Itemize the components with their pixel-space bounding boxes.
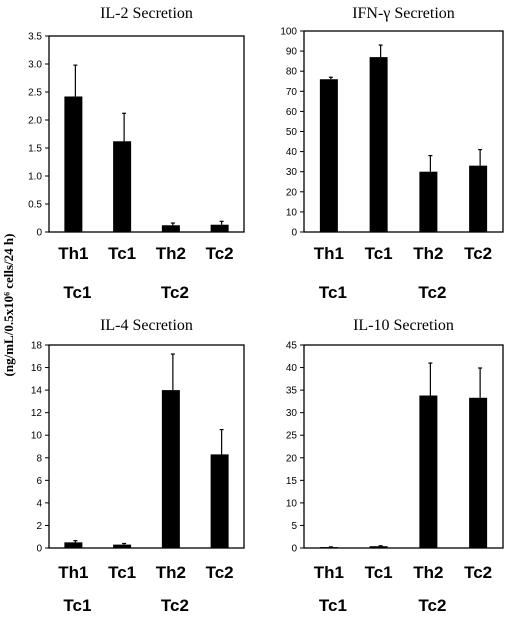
x-tick-label: Th2 [413, 563, 443, 582]
y-tick-label: 20 [286, 187, 298, 198]
y-tick-label: 15 [286, 476, 298, 487]
chart-panels: IL-2 Secretion 0 0.5 1.0 1.5 2.0 2.5 3.0 3.5 Th1 T… [28, 5, 504, 615]
y-tick-label: 50 [286, 127, 298, 138]
y-tick-label: 0.5 [28, 200, 42, 211]
y-tick-label: 3.5 [28, 32, 42, 43]
group-label: Tc1 [63, 596, 91, 615]
bar [64, 96, 83, 232]
y-tick-label: 5 [291, 521, 297, 532]
y-tick-label: 12 [31, 408, 43, 419]
y-tick-label: 6 [36, 476, 42, 487]
x-tick-label: Tc1 [365, 563, 393, 582]
y-tick-label: 1.0 [28, 172, 42, 183]
plot-frame [303, 344, 504, 549]
y-tick-label: 2 [36, 521, 42, 532]
y-tick-label: 70 [286, 87, 298, 98]
group-label: Tc2 [418, 283, 446, 302]
x-tick-label: Tc2 [206, 563, 234, 582]
bar [161, 390, 180, 548]
group-label: Tc2 [161, 596, 189, 615]
y-tick-label: 16 [31, 363, 43, 374]
bar [113, 544, 132, 548]
bar [210, 454, 229, 548]
bar [319, 79, 338, 233]
y-tick-label: 90 [286, 47, 298, 58]
chart-panel: IL-2 Secretion 0 0.5 1.0 1.5 2.0 2.5 3.0 3.5 Th1 T… [28, 5, 245, 302]
y-tick-label: 25 [286, 431, 298, 442]
x-tick-label: Tc1 [108, 244, 136, 263]
bar [369, 57, 388, 232]
bar [419, 395, 438, 548]
y-tick-label: 2.0 [28, 116, 42, 127]
x-tick-label: Th1 [58, 563, 88, 582]
x-tick-label: Th2 [156, 563, 186, 582]
y-tick-label: 14 [31, 386, 43, 397]
plot-frame [48, 344, 245, 549]
chart-title: IL-10 Secretion [353, 317, 454, 334]
chart-title: IFN-γ Secretion [352, 5, 455, 22]
bar [161, 225, 180, 232]
y-tick-label: 2.5 [28, 88, 42, 99]
y-tick-label: 4 [36, 498, 42, 509]
chart-panel: IL-10 Secretion 0 5 10 15 20 25 30 35 40 45 Th1 Tc1 T… [286, 317, 504, 615]
chart-panel: IFN-γ Secretion 0 10 20 30 40 50 60 70 80 90 100 Th1… [280, 5, 504, 302]
y-tick-label: 45 [286, 341, 298, 352]
bar [210, 224, 229, 232]
y-tick-label: 3.0 [28, 60, 42, 71]
y-tick-label: 60 [286, 107, 298, 118]
y-tick-label: 18 [31, 341, 43, 352]
bar [113, 141, 132, 232]
y-tick-label: 40 [286, 147, 298, 158]
plot-frame [48, 35, 245, 233]
group-label: Tc1 [319, 596, 347, 615]
y-tick-label: 10 [31, 431, 43, 442]
bar [469, 165, 488, 232]
group-label: Tc1 [63, 283, 91, 302]
bar [419, 171, 438, 232]
x-tick-label: Tc2 [464, 563, 492, 582]
group-label: Tc2 [418, 596, 446, 615]
group-label: Tc1 [319, 283, 347, 302]
y-tick-label: 20 [286, 453, 298, 464]
chart-title: IL-4 Secretion [100, 317, 193, 334]
y-tick-label: 30 [286, 408, 298, 419]
bar [369, 546, 388, 548]
y-tick-label: 8 [36, 453, 42, 464]
y-tick-label: 40 [286, 363, 298, 374]
x-tick-label: Th1 [314, 244, 344, 263]
x-tick-label: Tc1 [365, 244, 393, 263]
x-tick-label: Th1 [314, 563, 344, 582]
x-tick-label: Tc1 [108, 563, 136, 582]
bar [319, 547, 338, 549]
x-tick-label: Th1 [58, 244, 88, 263]
y-tick-label: 10 [286, 207, 298, 218]
chart-panel: IL-4 Secretion 0 2 4 6 8 10 12 14 16 18 Th1 Tc1 Th2 Tc… [31, 317, 245, 615]
y-tick-label: 0 [291, 544, 297, 555]
bar [64, 542, 83, 548]
x-tick-label: Tc2 [464, 244, 492, 263]
bar [469, 397, 488, 548]
y-tick-label: 100 [280, 27, 297, 38]
y-tick-label: 1.5 [28, 144, 42, 155]
y-tick-label: 35 [286, 386, 298, 397]
x-tick-label: Tc2 [206, 244, 234, 263]
y-tick-label: 0 [36, 544, 42, 555]
y-tick-label: 30 [286, 167, 298, 178]
x-tick-label: Th2 [156, 244, 186, 263]
y-tick-label: 0 [291, 228, 297, 239]
y-tick-label: 0 [36, 228, 42, 239]
x-tick-label: Th2 [413, 244, 443, 263]
y-tick-label: 80 [286, 67, 298, 78]
chart-title: IL-2 Secretion [100, 5, 193, 22]
y-axis-label: (ng/mL/0.5x10⁶ cells/24 h) [1, 234, 16, 377]
group-label: Tc2 [161, 283, 189, 302]
y-tick-label: 10 [286, 498, 298, 509]
